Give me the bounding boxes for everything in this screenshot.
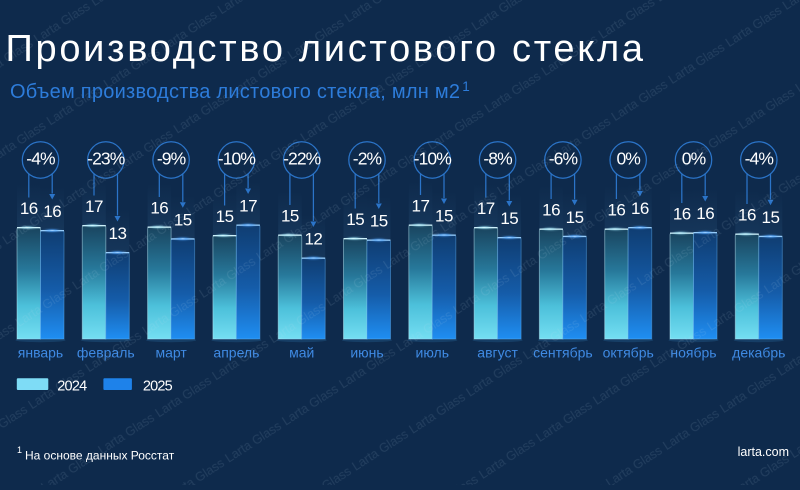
svg-text:Производство листового стекла: Производство листового стекла (6, 28, 646, 70)
svg-text:1: 1 (17, 445, 22, 455)
svg-text:2025: 2025 (143, 378, 173, 394)
svg-text:Объем производства листового с: Объем производства листового стекла, млн… (10, 79, 470, 103)
svg-text:На основе данных Росстат: На основе данных Росстат (25, 449, 175, 463)
svg-text:2024: 2024 (57, 378, 87, 394)
svg-text:larta.com: larta.com (738, 445, 789, 459)
